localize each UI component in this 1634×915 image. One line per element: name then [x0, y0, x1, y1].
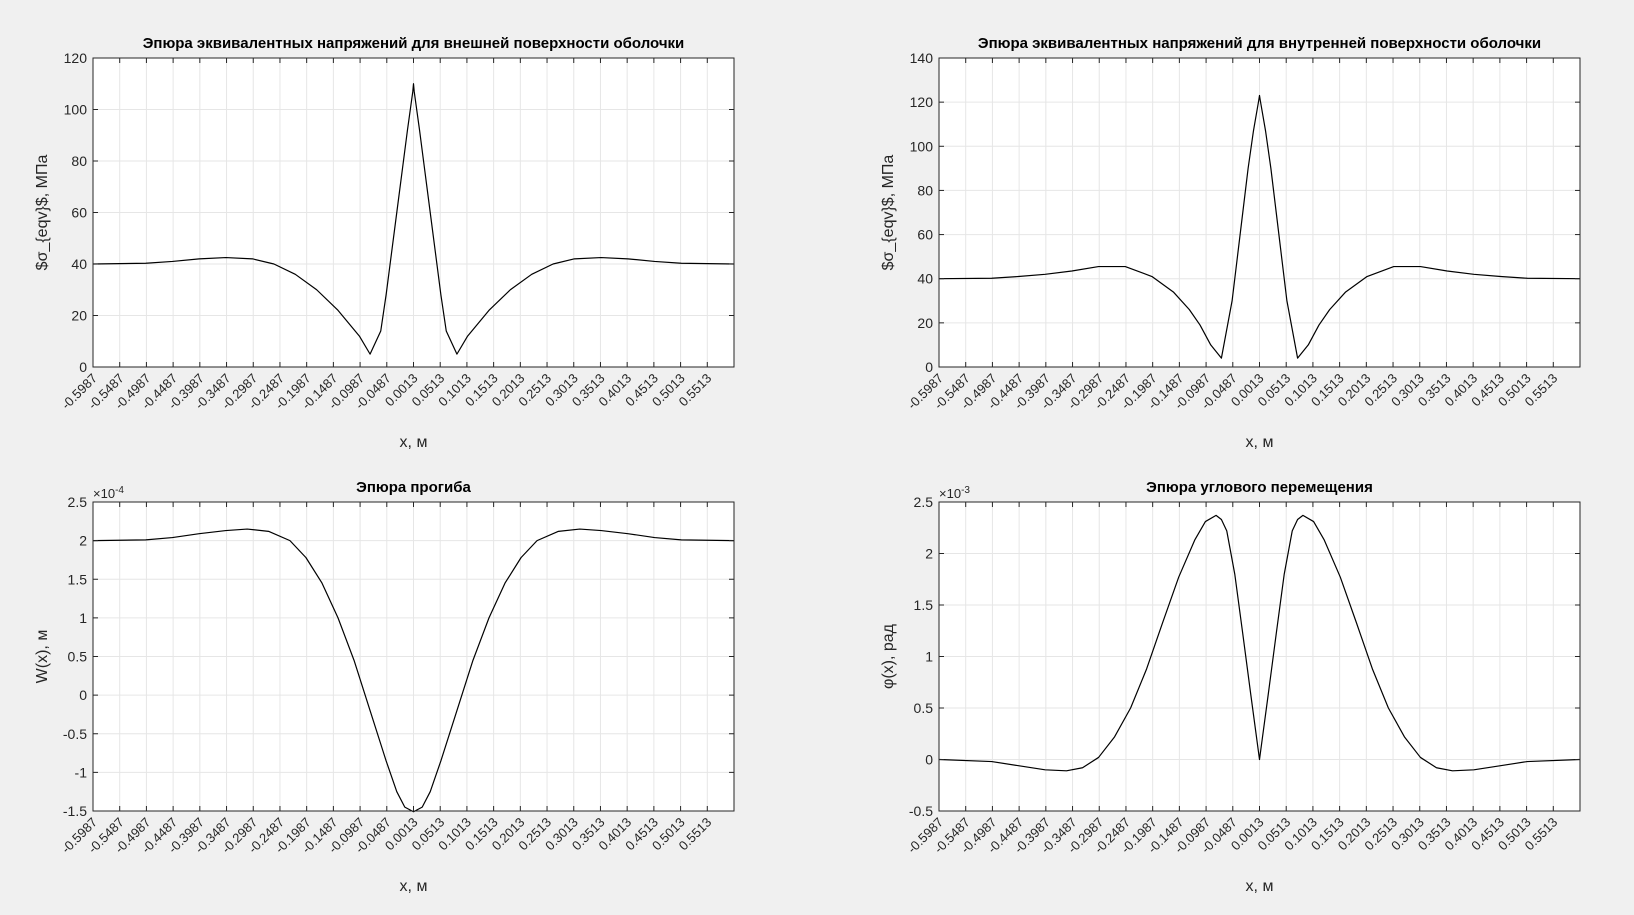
y-tick-label: 40	[917, 271, 933, 287]
series-line	[92, 528, 735, 813]
y-tick-label: 60	[917, 227, 933, 243]
y-axis-label: $σ_{eqv}$, МПа	[880, 155, 897, 271]
y-tick-label: 100	[910, 138, 934, 154]
y-tick-label: 120	[910, 94, 934, 110]
x-axis-label: x, м	[400, 878, 428, 895]
chart-2: -0.5987-0.5487-0.4987-0.4487-0.3987-0.34…	[880, 35, 1581, 451]
x-axis-label: x, м	[1246, 434, 1274, 451]
y-tick-label: -1	[75, 764, 88, 780]
chart-4: -0.5987-0.5487-0.4987-0.4487-0.3987-0.34…	[880, 479, 1581, 895]
y-tick-label: 0	[925, 752, 933, 768]
x-axis-label: x, м	[1246, 878, 1274, 895]
chart-1: -0.5987-0.5487-0.4987-0.4487-0.3987-0.34…	[34, 35, 735, 451]
y-tick-label: 1	[79, 610, 87, 626]
chart-title: Эпюра прогиба	[356, 479, 471, 496]
y-tick-label: 140	[910, 50, 934, 66]
chart-title: Эпюра эквивалентных напряжений для внешн…	[143, 35, 685, 52]
y-exponent: ×10-3	[939, 485, 970, 501]
y-tick-label: 100	[64, 102, 88, 118]
chart-title: Эпюра эквивалентных напряжений для внутр…	[978, 35, 1541, 52]
y-tick-label: 1.5	[914, 597, 934, 613]
y-tick-label: 0	[925, 359, 933, 375]
y-tick-label: 40	[71, 256, 87, 272]
y-tick-label: -0.5	[909, 803, 933, 819]
y-axis-label: $σ_{eqv}$, МПа	[34, 155, 51, 271]
y-tick-label: 60	[71, 205, 87, 221]
y-axis-label: W(x), м	[34, 630, 51, 684]
chart-3: -0.5987-0.5487-0.4987-0.4487-0.3987-0.34…	[34, 479, 735, 895]
y-tick-label: 1.5	[68, 571, 88, 587]
series-line	[938, 514, 1581, 772]
y-tick-label: 0	[79, 687, 87, 703]
series-line	[92, 83, 735, 355]
x-axis-label: x, м	[400, 434, 428, 451]
chart-title: Эпюра углового перемещения	[1146, 479, 1373, 496]
y-tick-label: 20	[71, 308, 87, 324]
y-tick-label: -0.5	[63, 726, 87, 742]
y-tick-label: 0.5	[68, 649, 88, 665]
y-axis-label: φ(x), рад	[880, 623, 897, 689]
y-tick-label: 80	[917, 182, 933, 198]
y-tick-label: -1.5	[63, 803, 87, 819]
y-exponent: ×10-4	[93, 485, 124, 501]
y-tick-label: 0.5	[914, 700, 934, 716]
y-tick-label: 0	[79, 359, 87, 375]
y-tick-label: 80	[71, 153, 87, 169]
y-tick-label: 2.5	[68, 494, 88, 510]
y-tick-label: 1	[925, 649, 933, 665]
y-tick-label: 20	[917, 315, 933, 331]
y-tick-label: 2	[925, 546, 933, 562]
y-tick-label: 120	[64, 50, 88, 66]
series-line	[938, 94, 1581, 359]
y-tick-label: 2	[79, 533, 87, 549]
y-tick-label: 2.5	[914, 494, 934, 510]
